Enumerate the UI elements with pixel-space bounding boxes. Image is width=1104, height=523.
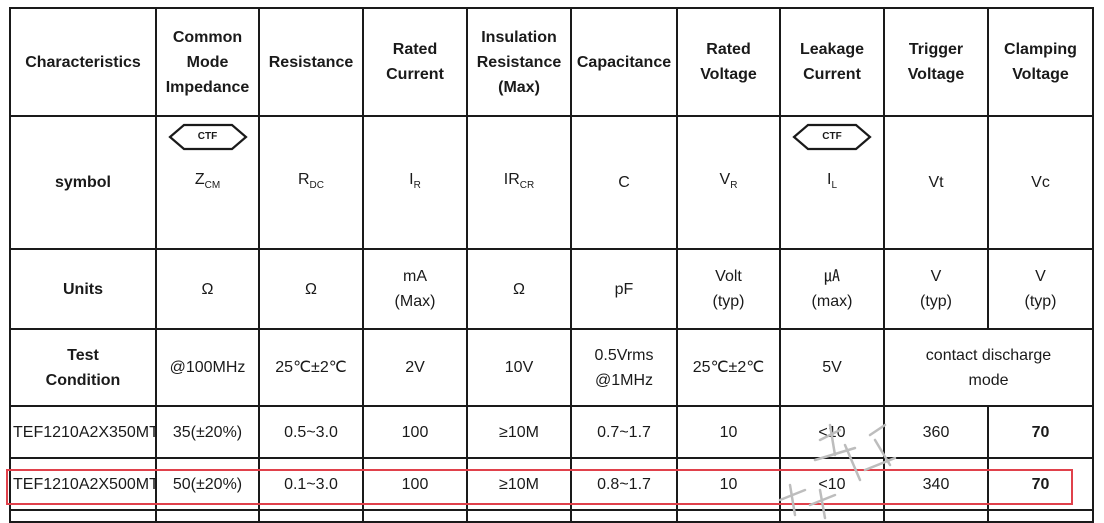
empty-cell	[258, 509, 364, 523]
empty-cell	[779, 509, 885, 523]
units-ir: mA (Max)	[362, 248, 468, 330]
spec-table-container: Characteristics Common Mode Impedance Resi…	[9, 7, 1094, 523]
header-characteristics: Characteristics	[9, 7, 157, 117]
cell-ir: 100	[362, 405, 468, 459]
cell-ircr: ≥10M	[466, 405, 572, 459]
cell-zcm: 50(±20%)	[155, 457, 260, 511]
units-c: pF	[570, 248, 678, 330]
test-c: 0.5Vrms @1MHz	[570, 328, 678, 407]
empty-cell	[676, 509, 781, 523]
symbol-c: C	[570, 115, 678, 250]
cell-vt: 340	[883, 457, 989, 511]
symbol-vr: VR	[676, 115, 781, 250]
empty-cell	[466, 509, 572, 523]
header-row: Characteristics Common Mode Impedance Resi…	[9, 7, 1094, 117]
cell-vc: 70	[987, 457, 1094, 511]
header-rated-voltage: Rated Voltage	[676, 7, 781, 117]
header-insulation-resistance: Insulation Resistance (Max)	[466, 7, 572, 117]
units-row: Units Ω Ω mA (Max) Ω pF Volt (typ) ㎂ (max) …	[9, 248, 1094, 330]
units-vc: V (typ)	[987, 248, 1094, 330]
cell-rdc: 0.5~3.0	[258, 405, 364, 459]
symbol-ircr: IRCR	[466, 115, 572, 250]
units-il: ㎂ (max)	[779, 248, 885, 330]
empty-cell	[570, 509, 678, 523]
cell-c: 0.8~1.7	[570, 457, 678, 511]
test-condition-row: Test Condition @100MHz 25℃±2℃ 2V 10V 0.5V…	[9, 328, 1094, 407]
empty-cell	[362, 509, 468, 523]
test-condition-label: Test Condition	[9, 328, 157, 407]
table-row-partial	[9, 509, 1094, 523]
units-zcm: Ω	[155, 248, 260, 330]
units-rdc: Ω	[258, 248, 364, 330]
cell-ircr: ≥10M	[466, 457, 572, 511]
cell-vc: 70	[987, 405, 1094, 459]
header-common-mode-impedance: Common Mode Impedance	[155, 7, 260, 117]
header-capacitance: Capacitance	[570, 7, 678, 117]
cell-rdc: 0.1~3.0	[258, 457, 364, 511]
header-trigger-voltage: Trigger Voltage	[883, 7, 989, 117]
test-zcm: @100MHz	[155, 328, 260, 407]
test-vr: 25℃±2℃	[676, 328, 781, 407]
cell-ir: 100	[362, 457, 468, 511]
symbol-vt: Vt	[883, 115, 989, 250]
symbol-row: symbol CTF ZCM RDC IR IRCR C VR CTF IL V…	[9, 115, 1094, 250]
symbol-il: CTF IL	[779, 115, 885, 250]
header-rated-current: Rated Current	[362, 7, 468, 117]
units-label: Units	[9, 248, 157, 330]
cell-vt: 360	[883, 405, 989, 459]
spec-table: Characteristics Common Mode Impedance Resi…	[9, 7, 1094, 523]
table-row: TEF1210A2X500MT 50(±20%) 0.1~3.0 100 ≥10…	[9, 457, 1094, 511]
part-number: TEF1210A2X500MT	[9, 457, 157, 511]
symbol-vc: Vc	[987, 115, 1094, 250]
header-leakage-current: Leakage Current	[779, 7, 885, 117]
cell-zcm: 35(±20%)	[155, 405, 260, 459]
cell-vr: 10	[676, 405, 781, 459]
empty-cell	[987, 509, 1094, 523]
empty-cell	[883, 509, 989, 523]
symbol-ir: IR	[362, 115, 468, 250]
test-ircr: 10V	[466, 328, 572, 407]
units-vt: V (typ)	[883, 248, 989, 330]
symbol-zcm: CTF ZCM	[155, 115, 260, 250]
cell-c: 0.7~1.7	[570, 405, 678, 459]
units-ircr: Ω	[466, 248, 572, 330]
test-rdc: 25℃±2℃	[258, 328, 364, 407]
test-trigger-clamp: contact discharge mode	[883, 328, 1094, 407]
units-vr: Volt (typ)	[676, 248, 781, 330]
header-resistance: Resistance	[258, 7, 364, 117]
ctf-badge-label: CTF	[197, 131, 218, 142]
header-clamping-voltage: Clamping Voltage	[987, 7, 1094, 117]
table-row: TEF1210A2X350MT 35(±20%) 0.5~3.0 100 ≥10…	[9, 405, 1094, 459]
part-number: TEF1210A2X350MT	[9, 405, 157, 459]
cell-il: <10	[779, 457, 885, 511]
empty-cell	[9, 509, 157, 523]
test-ir: 2V	[362, 328, 468, 407]
ctf-diamond-icon: CTF	[167, 123, 248, 151]
empty-cell	[155, 509, 260, 523]
ctf-diamond-icon: CTF	[792, 123, 872, 151]
cell-vr: 10	[676, 457, 781, 511]
symbol-rdc: RDC	[258, 115, 364, 250]
cell-il: <10	[779, 405, 885, 459]
test-il: 5V	[779, 328, 885, 407]
symbol-label: symbol	[9, 115, 157, 250]
ctf-badge-label: CTF	[822, 131, 842, 142]
